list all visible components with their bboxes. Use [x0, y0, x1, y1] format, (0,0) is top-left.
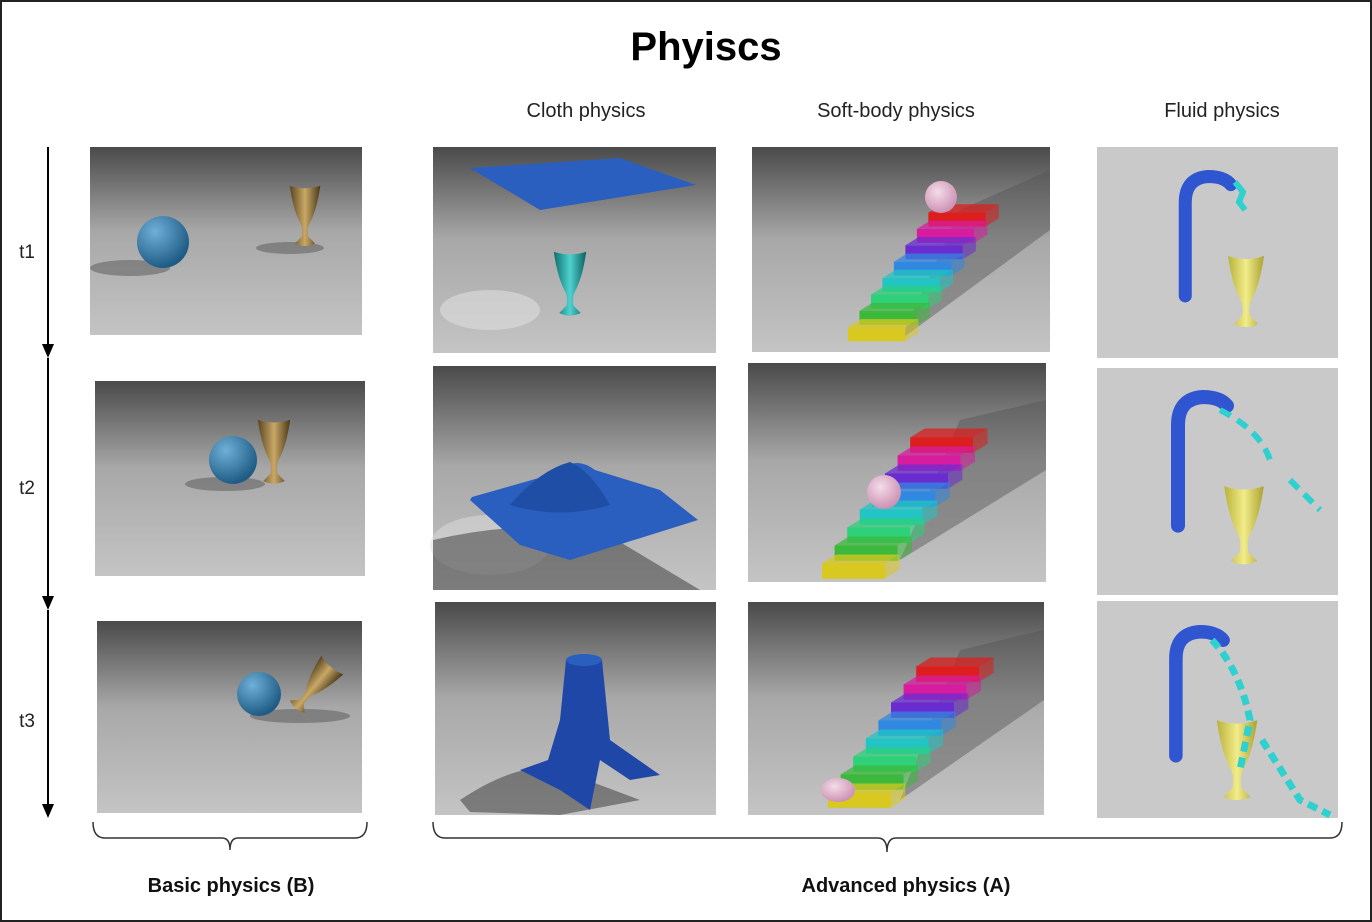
- render-image: [435, 602, 716, 815]
- render-image: [1097, 147, 1338, 358]
- label-bg: [14, 236, 40, 266]
- render-image: [97, 621, 362, 813]
- label-bg: [14, 705, 40, 735]
- time-label: t2: [19, 478, 35, 499]
- render-image: [433, 147, 716, 353]
- group-label: Basic physics (B): [148, 875, 315, 897]
- render-image: [430, 366, 716, 590]
- brace: [92, 821, 1343, 853]
- label-bg: [14, 472, 40, 502]
- group-label: Advanced physics (A): [802, 875, 1011, 897]
- render-image: [95, 381, 365, 576]
- render-image: [1097, 368, 1338, 595]
- render-image: [748, 602, 1044, 815]
- column-header: Cloth physics: [527, 100, 646, 122]
- time-label: t1: [19, 242, 35, 263]
- column-header: Fluid physics: [1164, 100, 1280, 122]
- title: Phyiscs: [630, 25, 781, 69]
- render-image: [90, 147, 362, 335]
- time-label: t3: [19, 711, 35, 732]
- render-image: [748, 363, 1046, 582]
- column-header: Soft-body physics: [817, 100, 975, 122]
- render-image: [1097, 601, 1338, 819]
- render-image: [752, 147, 1050, 352]
- time-arrow: [42, 147, 54, 818]
